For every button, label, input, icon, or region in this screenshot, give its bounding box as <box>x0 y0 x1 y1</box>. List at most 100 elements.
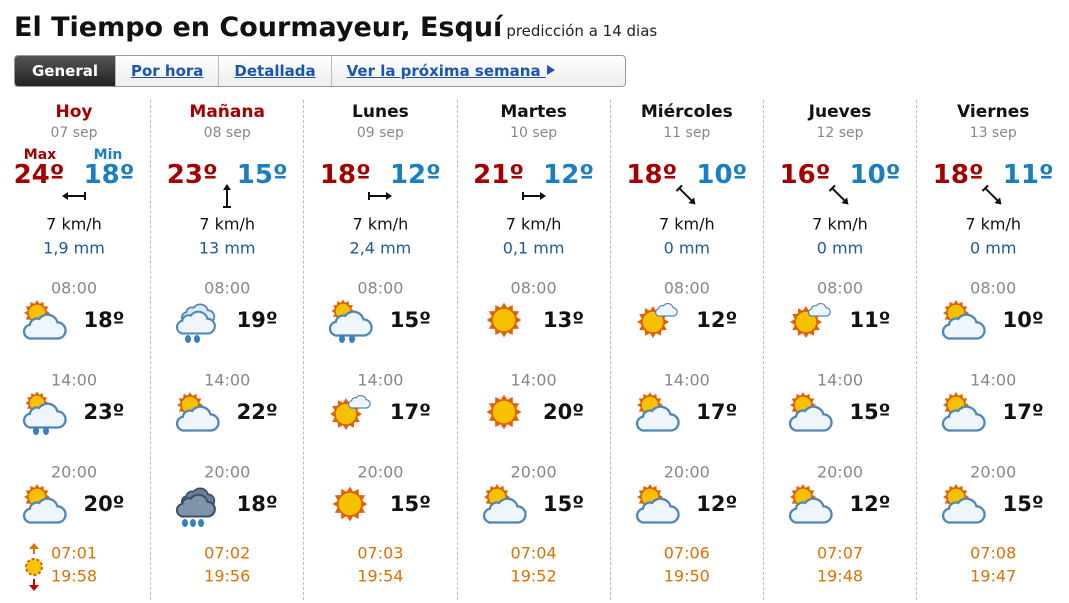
wind-speed: 7 km/h <box>812 214 868 234</box>
day-date: 13 sep <box>969 125 1017 141</box>
weather-icon <box>942 392 986 432</box>
sunrise: 07:01 <box>50 543 98 563</box>
tab[interactable]: General <box>15 56 116 86</box>
day-name: Lunes <box>352 102 409 122</box>
day-name: Viernes <box>957 102 1030 122</box>
rain: 0,1 mm <box>502 238 565 258</box>
sunrise: 07:03 <box>357 543 404 563</box>
min-temp: 18º <box>83 160 135 190</box>
weather-icon <box>788 392 833 432</box>
wind-speed: 7 km/h <box>199 214 256 234</box>
weather-icon <box>22 391 67 435</box>
day-date: 10 sep <box>510 125 558 141</box>
hour: 20:00 <box>970 462 1017 482</box>
wind-arrow <box>981 184 1002 205</box>
min-temp: 11º <box>1002 160 1054 190</box>
weather-icon <box>942 300 986 340</box>
rain: 0 mm <box>816 238 864 258</box>
sunset: 19:54 <box>357 566 404 586</box>
day-date: 12 sep <box>816 125 864 141</box>
weather-icon <box>788 484 833 524</box>
hour-temp: 23º <box>83 400 125 424</box>
hour-temp: 12º <box>696 308 738 332</box>
tab-bar: General Por hora Detallada Ver la próxim… <box>14 55 626 87</box>
sunset: 19:47 <box>970 566 1017 586</box>
wind-arrow <box>675 184 696 205</box>
hour-temp: 12º <box>849 492 891 516</box>
tab[interactable]: Detallada <box>219 56 332 86</box>
tab-label: Ver la próxima semana <box>346 62 541 80</box>
day-name: Jueves <box>808 102 872 122</box>
tab[interactable]: Por hora <box>116 56 220 86</box>
max-temp: 24º <box>13 160 65 190</box>
hour: 20:00 <box>50 462 98 482</box>
hour-temp: 19º <box>236 308 278 332</box>
wind-arrow <box>368 192 393 200</box>
rain: 0 mm <box>969 238 1017 258</box>
tab[interactable]: Ver la próxima semana <box>332 56 571 86</box>
weather-icon <box>330 394 372 430</box>
hour-temp: 11º <box>849 308 891 332</box>
hour: 14:00 <box>357 370 404 390</box>
hour-temp: 13º <box>543 308 585 332</box>
min-temp: 15º <box>236 160 288 190</box>
sunrise: 07:08 <box>970 543 1017 563</box>
wind-arrow <box>223 184 232 208</box>
hour: 08:00 <box>357 278 404 298</box>
max-temp: 16º <box>779 160 831 190</box>
column-separator <box>303 100 305 600</box>
wind-arrow <box>62 192 86 200</box>
hour-temp: 17º <box>389 400 431 424</box>
min-label: Min <box>93 147 123 163</box>
wind-speed: 7 km/h <box>965 214 1022 234</box>
sunrise: 07:04 <box>510 543 557 563</box>
column-separator <box>609 100 611 600</box>
min-temp: 10º <box>849 160 901 190</box>
title: El Tiempo en Courmayeur, Esquí <box>14 12 503 43</box>
hour-temp: 17º <box>696 400 738 424</box>
sun-rise-set-icon <box>25 543 43 591</box>
rain: 13 mm <box>198 238 256 258</box>
hour-temp: 18º <box>83 308 125 332</box>
page-title: El Tiempo en Courmayeur, Esquí predicción… <box>14 12 657 43</box>
hour: 20:00 <box>204 462 251 482</box>
hour-temp: 15º <box>543 492 585 516</box>
weather-icon <box>332 486 368 522</box>
subtitle: predicción a 14 dias <box>506 22 658 40</box>
rain: 2,4 mm <box>349 238 412 258</box>
day-date: 07 sep <box>50 125 98 141</box>
day-name: Mañana <box>189 102 265 122</box>
weather-icon <box>482 484 527 524</box>
weather-icon <box>22 484 67 524</box>
hour: 14:00 <box>204 370 251 390</box>
sunrise: 07:07 <box>816 543 864 563</box>
hour-temp: 15º <box>389 308 431 332</box>
min-temp: 10º <box>696 160 748 190</box>
sunrise: 07:06 <box>663 543 710 563</box>
hour: 08:00 <box>510 278 557 298</box>
hour: 20:00 <box>357 462 404 482</box>
hour-temp: 18º <box>236 492 278 516</box>
hour-temp: 22º <box>236 400 278 424</box>
wind-speed: 7 km/h <box>352 214 409 234</box>
weather-icon <box>942 484 986 524</box>
column-separator <box>456 100 458 600</box>
hour: 14:00 <box>663 370 710 390</box>
max-temp: 23º <box>166 160 218 190</box>
hour-temp: 15º <box>1002 492 1044 516</box>
hour-temp: 10º <box>1002 308 1044 332</box>
wind-speed: 7 km/h <box>46 214 102 234</box>
weather-icon <box>635 484 680 524</box>
weather-icon <box>486 394 521 430</box>
day-name: Miércoles <box>640 102 733 122</box>
day-name: Hoy <box>55 102 93 122</box>
weather-icon <box>329 299 374 343</box>
hour: 20:00 <box>510 462 557 482</box>
column-separator <box>916 100 918 600</box>
day-name: Martes <box>500 102 567 122</box>
hour: 14:00 <box>816 370 864 390</box>
wind-speed: 7 km/h <box>658 214 715 234</box>
sunset: 19:48 <box>816 566 864 586</box>
weather-icon <box>790 302 831 338</box>
max-temp: 21º <box>473 160 525 190</box>
